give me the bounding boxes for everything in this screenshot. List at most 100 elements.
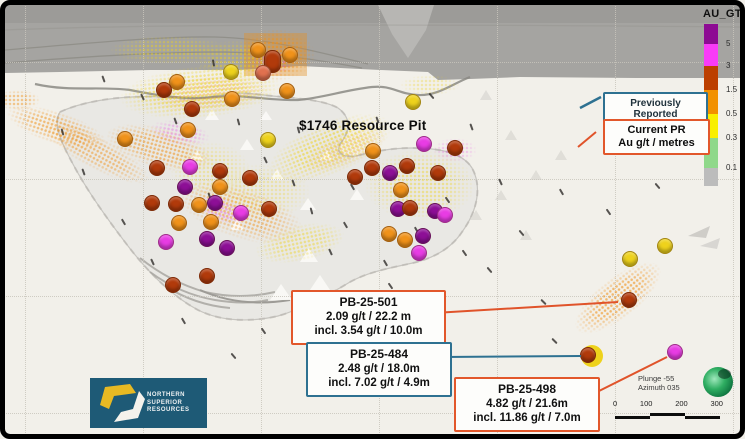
resource-pit-label: $1746 Resource Pit (299, 118, 427, 133)
grid-line (615, 6, 616, 433)
legend-tick-label: 1.5 (726, 85, 738, 94)
drill-point (279, 83, 295, 99)
drill-point (158, 234, 174, 250)
drill-point (282, 47, 298, 63)
drill-point (212, 163, 228, 179)
intercept: 2.09 g/t / 22.2 m (325, 310, 411, 323)
leader-pb-25-484 (441, 355, 582, 358)
overburden-band (5, 5, 740, 80)
scale-bar-labels: 0 100 200 300 (613, 399, 723, 408)
leader-pb-25-501 (433, 301, 619, 314)
logo-line: NORTHERN (147, 392, 185, 398)
logo-chevron-icon (100, 384, 145, 422)
drill-point (399, 158, 415, 174)
legend-tick-label: 0.5 (726, 109, 738, 118)
drill-point (199, 268, 215, 284)
drill-point (242, 170, 258, 186)
drill-point (397, 232, 413, 248)
drill-point (168, 196, 184, 212)
legend-title: AU_GT (703, 8, 742, 20)
drill-point (180, 122, 196, 138)
included-intercept: incl. 7.02 g/t / 4.9m (328, 377, 430, 389)
drill-point (177, 179, 193, 195)
hole-id: PB-25-484 (349, 347, 409, 361)
grid-line (143, 6, 144, 433)
included-intercept: incl. 3.54 g/t / 10.0m (314, 325, 423, 337)
drill-point (261, 201, 277, 217)
drill-point (430, 165, 446, 181)
callout-pb-25-501: PB-25-501 2.09 g/t / 22.2 m incl. 3.54 g… (291, 290, 446, 345)
mesh-facets-outer (470, 90, 720, 249)
previously-reported-label: Previously Reported (630, 98, 681, 120)
drill-point (447, 140, 463, 156)
drill-point (381, 226, 397, 242)
drill-point (149, 160, 165, 176)
intercept: 4.82 g/t / 21.6m (486, 397, 568, 410)
heat-blob (400, 75, 460, 95)
drill-point (169, 74, 185, 90)
legend-band (704, 168, 718, 186)
azimuth-value: Azimuth 035 (638, 383, 680, 392)
drill-point (233, 205, 249, 221)
callout-pb-25-498: PB-25-498 4.82 g/t / 21.6m incl. 11.86 g… (454, 377, 600, 432)
drill-point (199, 231, 215, 247)
drill-point (405, 94, 421, 110)
drill-point (184, 101, 200, 117)
grade-legend: AU_GT 5 3 1.5 0.5 0.3 0.1 (700, 6, 742, 186)
scale-tick: 300 (710, 399, 723, 408)
drill-point (223, 64, 239, 80)
drill-point (117, 131, 133, 147)
scale-tick: 200 (675, 399, 688, 408)
drill-point (219, 240, 235, 256)
drill-point (416, 136, 432, 152)
drill-point (207, 195, 223, 211)
company-logo: NORTHERN SUPERIOR RESOURCES (90, 378, 207, 428)
heat-blob (365, 150, 475, 220)
legend-band (704, 66, 718, 90)
drill-point (365, 143, 381, 159)
current-pr-line1: Current PR (627, 124, 686, 136)
logo-wordmark: NORTHERN SUPERIOR RESOURCES (147, 392, 190, 415)
grid-line (6, 413, 739, 414)
drill-point (580, 347, 596, 363)
drill-point (212, 179, 228, 195)
grid-line (379, 6, 380, 433)
leader-previously-reported (579, 95, 602, 110)
drill-point (621, 292, 637, 308)
drill-point (203, 214, 219, 230)
heat-blob (110, 36, 230, 64)
legend-band (704, 44, 718, 66)
drill-point (156, 82, 172, 98)
drill-point (415, 228, 431, 244)
legend-tick-label: 0.3 (726, 133, 738, 142)
current-pr-line2: Au g/t / metres (618, 137, 695, 149)
leader-pb-25-498 (588, 356, 668, 397)
grid-line (25, 6, 26, 433)
drill-point (191, 197, 207, 213)
intercept: 2.48 g/t / 18.0m (338, 362, 420, 375)
drill-point (171, 215, 187, 231)
drill-point (347, 169, 363, 185)
drill-point (667, 344, 683, 360)
drill-point (165, 277, 181, 293)
legend-tick-label: 5 (726, 39, 731, 48)
plunge-azimuth-label: Plunge -55 Azimuth 035 (638, 374, 680, 392)
drill-point (182, 159, 198, 175)
included-intercept: incl. 11.86 g/t / 7.0m (473, 412, 581, 424)
drill-point (657, 238, 673, 254)
grid-line (733, 6, 734, 433)
drill-point (382, 165, 398, 181)
legend-tick-label: 0.1 (726, 163, 738, 172)
hole-id: PB-25-501 (339, 295, 398, 309)
hole-id: PB-25-498 (497, 382, 557, 396)
heat-blob (0, 90, 40, 110)
leader-current-pr (577, 131, 597, 148)
scale-tick: 100 (639, 399, 653, 408)
drill-point (437, 207, 453, 223)
grid-line (6, 179, 739, 180)
orientation-sphere (703, 367, 733, 397)
scale-bar-segments (613, 410, 723, 420)
drill-point (402, 200, 418, 216)
legend-band (704, 24, 718, 44)
